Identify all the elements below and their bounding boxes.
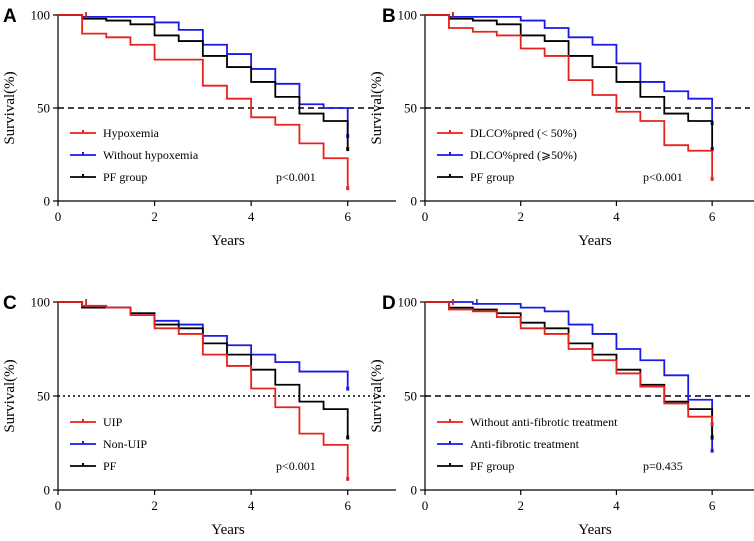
y-axis-title: Survival(%) bbox=[2, 71, 18, 144]
y-tick-label: 50 bbox=[37, 389, 50, 404]
panel-letter: C bbox=[3, 293, 17, 314]
legend-label: Without hypoxemia bbox=[103, 148, 199, 162]
survival-curve-uip bbox=[58, 301, 349, 477]
panel-a: A 0 2 4 6 0 50 100 Years Survival(%) Hypoxemia With… bbox=[2, 6, 396, 249]
survival-curve-pf-group bbox=[58, 14, 349, 148]
panel-letter: A bbox=[3, 6, 17, 27]
x-tick-label: 0 bbox=[55, 498, 62, 513]
legend-label: PF group bbox=[103, 170, 147, 184]
y-tick-label: 100 bbox=[31, 295, 51, 310]
x-tick-label: 2 bbox=[517, 498, 524, 513]
survival-curve-anti-fibrotic-treatment bbox=[425, 301, 714, 449]
y-tick-label: 0 bbox=[411, 194, 418, 209]
x-tick-label: 0 bbox=[422, 498, 429, 513]
p-value-label: p=0.435 bbox=[643, 459, 683, 473]
p-value-label: p<0.001 bbox=[276, 459, 316, 473]
y-axis-title: Survival(%) bbox=[369, 359, 385, 432]
y-tick-label: 100 bbox=[398, 295, 418, 310]
x-axis-title: Years bbox=[211, 522, 245, 538]
survival-curve-dlco-pred-50- bbox=[425, 14, 714, 122]
legend-label: PF group bbox=[470, 459, 514, 473]
panel-c: C 0 2 4 6 0 50 100 Years Survival(%) UIP Non-UIP PF p… bbox=[2, 293, 396, 538]
legend-label: PF bbox=[103, 459, 117, 473]
y-tick-label: 0 bbox=[411, 483, 418, 498]
x-axis-title: Years bbox=[211, 233, 245, 249]
legend-label: UIP bbox=[103, 415, 123, 429]
x-tick-label: 2 bbox=[151, 498, 158, 513]
y-axis-title: Survival(%) bbox=[369, 71, 385, 144]
panel-b: B 0 2 4 6 0 50 100 Years Survival(%) DLCO%pred (< … bbox=[369, 6, 754, 249]
legend-label: DLCO%pred (⩾50%) bbox=[470, 148, 577, 162]
legend-label: DLCO%pred (< 50%) bbox=[470, 126, 577, 140]
x-tick-label: 0 bbox=[422, 209, 429, 224]
y-tick-label: 50 bbox=[404, 389, 417, 404]
x-tick-label: 4 bbox=[613, 498, 620, 513]
x-tick-label: 6 bbox=[344, 209, 351, 224]
y-tick-label: 0 bbox=[44, 483, 51, 498]
y-tick-label: 100 bbox=[398, 8, 418, 23]
y-tick-label: 0 bbox=[44, 194, 51, 209]
survival-curve-pf bbox=[58, 301, 349, 436]
legend-label: Hypoxemia bbox=[103, 126, 160, 140]
survival-curve-dlco-pred-50- bbox=[425, 14, 714, 177]
y-tick-label: 50 bbox=[404, 101, 417, 116]
survival-curve-hypoxemia bbox=[58, 14, 349, 187]
x-axis-title: Years bbox=[578, 522, 612, 538]
p-value-label: p<0.001 bbox=[276, 170, 316, 184]
panel-letter: B bbox=[382, 6, 396, 27]
x-tick-label: 2 bbox=[517, 209, 524, 224]
legend-label: Anti-fibrotic treatment bbox=[470, 437, 580, 451]
legend-label: Non-UIP bbox=[103, 437, 147, 451]
x-tick-label: 4 bbox=[613, 209, 620, 224]
legend-label: PF group bbox=[470, 170, 514, 184]
x-tick-label: 2 bbox=[151, 209, 158, 224]
y-axis-title: Survival(%) bbox=[2, 359, 18, 432]
survival-curve-without-hypoxemia bbox=[58, 14, 349, 135]
p-value-label: p<0.001 bbox=[643, 170, 683, 184]
x-tick-label: 6 bbox=[709, 498, 716, 513]
y-tick-label: 100 bbox=[31, 8, 51, 23]
panel-d: D 0 2 4 6 0 50 100 Years Survival(%) Without anti-… bbox=[369, 293, 754, 538]
x-axis-title: Years bbox=[578, 233, 612, 249]
x-tick-label: 4 bbox=[248, 209, 255, 224]
x-tick-label: 4 bbox=[248, 498, 255, 513]
panel-letter: D bbox=[382, 293, 396, 314]
y-tick-label: 50 bbox=[37, 101, 50, 116]
legend-label: Without anti-fibrotic treatment bbox=[470, 415, 618, 429]
survival-curve-without-anti-fibrotic-treatment bbox=[425, 301, 714, 423]
x-tick-label: 0 bbox=[55, 209, 62, 224]
x-tick-label: 6 bbox=[709, 209, 716, 224]
x-tick-label: 6 bbox=[344, 498, 351, 513]
